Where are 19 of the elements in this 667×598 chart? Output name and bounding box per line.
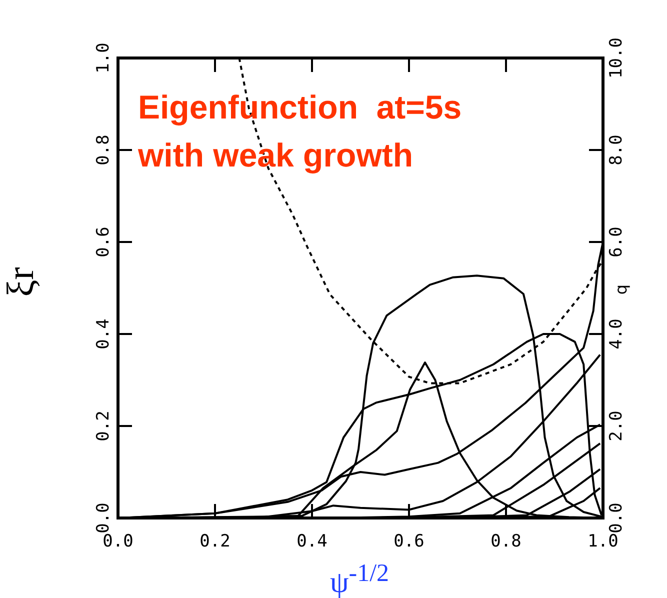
y-axis-title: ξr xyxy=(0,267,43,297)
x-tick-label: 0.6 xyxy=(394,532,424,552)
y-tick-label: 0.2 xyxy=(93,410,114,442)
x-tick-label: 0.4 xyxy=(296,532,328,552)
y2-tick-label: 2.0 xyxy=(606,410,626,442)
x-tick-label: 0.2 xyxy=(200,532,230,552)
y-tick-label: 0.6 xyxy=(93,226,114,258)
y-tick-label: 0.4 xyxy=(93,318,114,350)
y2-tick-label: 6.0 xyxy=(606,226,626,258)
y-tick-label: 1.0 xyxy=(93,42,114,74)
y2-tick-label: 10.0 xyxy=(606,38,626,78)
x-tick-label: 1.0 xyxy=(588,532,618,552)
annotation: Eigenfunction at=5s xyxy=(138,88,462,126)
y-tick-label: 0.8 xyxy=(93,134,114,166)
y2-tick-label: 8.0 xyxy=(606,134,626,166)
y2-tick-label: 4.0 xyxy=(606,318,626,350)
annotation: with weak growth xyxy=(137,136,414,174)
x-tick-label: 0.8 xyxy=(490,532,522,552)
y2-axis-title: q xyxy=(612,284,631,295)
